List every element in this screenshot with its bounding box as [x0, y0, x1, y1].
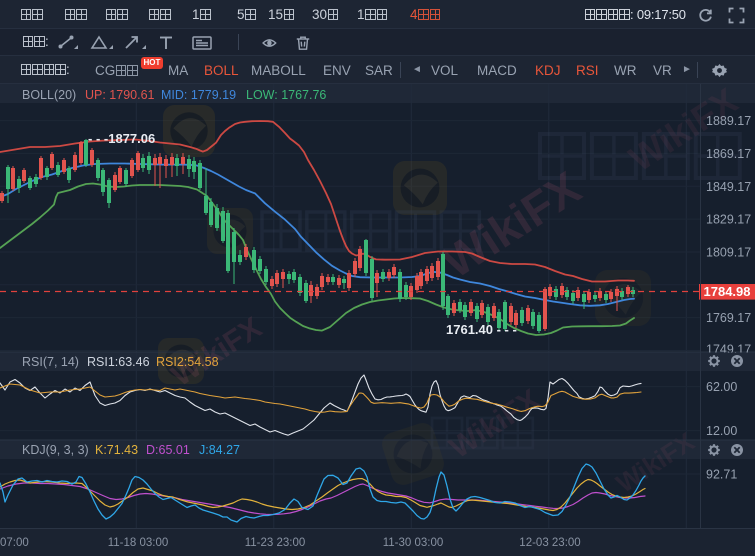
svg-text:12-03 23:00: 12-03 23:00	[519, 537, 580, 549]
svg-text:RSI2:54.58: RSI2:54.58	[156, 355, 219, 369]
svg-text:1809.17: 1809.17	[706, 246, 751, 260]
svg-text:K:71.43: K:71.43	[95, 443, 138, 457]
svg-text:12.00: 12.00	[706, 424, 737, 438]
svg-text:1889.17: 1889.17	[706, 114, 751, 128]
svg-text:RSI(7, 14): RSI(7, 14)	[22, 355, 79, 369]
svg-text:07:00: 07:00	[0, 537, 29, 549]
svg-text:1869.17: 1869.17	[706, 147, 751, 161]
svg-text:LOW: 1767.76: LOW: 1767.76	[246, 88, 326, 102]
svg-text:92.71: 92.71	[706, 468, 737, 482]
svg-text:1849.17: 1849.17	[706, 180, 751, 194]
svg-text:11-18 03:00: 11-18 03:00	[108, 537, 169, 549]
svg-text:UP: 1790.61: UP: 1790.61	[85, 88, 155, 102]
svg-text:1829.17: 1829.17	[706, 213, 751, 227]
svg-text:1761.40 - - -: 1761.40 - - -	[446, 322, 517, 337]
svg-text:BOLL(20): BOLL(20)	[22, 88, 76, 102]
svg-text:11-23 23:00: 11-23 23:00	[245, 537, 306, 549]
svg-text:D:65.01: D:65.01	[146, 443, 190, 457]
svg-text:1769.17: 1769.17	[706, 311, 751, 325]
svg-text:KDJ(9, 3, 3): KDJ(9, 3, 3)	[22, 443, 89, 457]
svg-text:- - -1877.06: - - -1877.06	[88, 131, 155, 146]
svg-text:1784.98: 1784.98	[704, 284, 751, 299]
svg-text:MID: 1779.19: MID: 1779.19	[161, 88, 236, 102]
svg-text:11-30 03:00: 11-30 03:00	[383, 537, 444, 549]
svg-text:RSI1:63.46: RSI1:63.46	[87, 355, 150, 369]
svg-text:J:84.27: J:84.27	[199, 443, 240, 457]
svg-text:62.00: 62.00	[706, 380, 737, 394]
